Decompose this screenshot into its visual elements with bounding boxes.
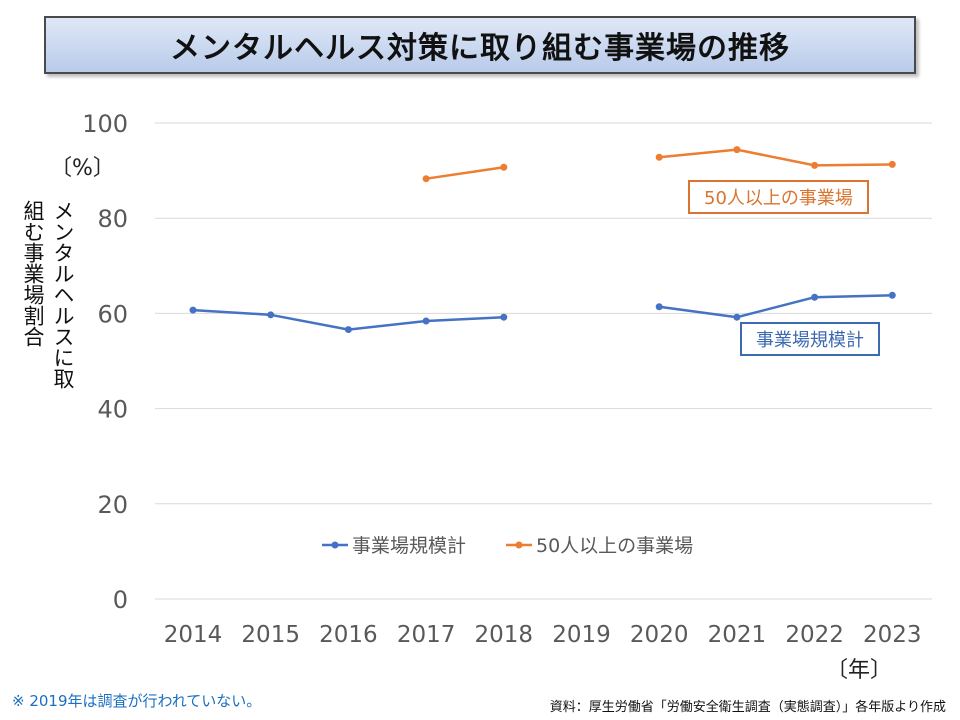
footnote: ※ 2019年は調査が行われていない。 [12,692,262,710]
data-point [422,317,430,325]
data-point [888,291,896,299]
data-point [500,163,508,171]
legend: 事業場規模計 50人以上の事業場 [322,535,693,557]
y-tick-label: 40 [97,396,128,424]
x-tick-label: 2018 [475,622,534,648]
x-tick-label: 2021 [708,622,767,648]
source-note: 資料：厚生労働省「労働安全衛生調査（実態調査）」各年版より作成 [549,700,946,715]
data-point [267,311,275,319]
y-tick-label: 20 [97,491,128,519]
data-point [655,153,663,161]
series-0 [189,291,896,334]
x-tick-label: 2019 [552,622,611,648]
series-1 [422,146,896,183]
legend-label: 事業場規模計 [352,535,466,557]
x-tick-label: 2015 [241,622,300,648]
x-tick-label: 2023 [863,622,922,648]
data-point [811,293,819,301]
data-point [888,160,896,168]
series-line-segment [659,294,893,319]
y-axis-title: メンタルヘルスに取組む事業場割合 [21,200,75,389]
legend-marker [515,541,523,549]
chart-title-banner: メンタルヘルス対策に取り組む事業場の推移 [44,16,916,74]
data-point [422,175,430,183]
legend-marker [331,541,339,549]
data-point [811,161,819,169]
y-tick-label: 100 [82,110,128,138]
series-line-segment [425,166,504,180]
data-point [655,303,663,311]
chart-title: メンタルヘルス対策に取り組む事業場の推移 [170,31,790,66]
x-tick-labels: 2014 2015 2016 2017 2018 2019 2020 2021 2022 2023 [164,622,922,648]
y-tick-labels: 0 20 40 60 80 100 [82,110,128,614]
callout-all: 事業場規模計 [740,322,880,356]
data-point [733,146,741,154]
x-tick-label: 2016 [319,622,378,648]
gridlines [155,122,932,600]
data-point [344,326,352,334]
x-tick-label: 2020 [630,622,689,648]
data-point [733,313,741,321]
series-line-segment [659,148,893,167]
x-tick-label: 2022 [785,622,844,648]
y-axis-unit: 〔%〕 [50,156,115,181]
x-tick-label: 2017 [397,622,456,648]
x-axis-unit: 〔年〕 [826,658,893,683]
legend-label: 50人以上の事業場 [536,535,693,557]
data-point [189,306,197,314]
series-lines [189,146,896,334]
x-tick-label: 2014 [164,622,223,648]
y-tick-label: 60 [97,300,128,328]
callout-50plus: 50人以上の事業場 [688,180,869,214]
y-tick-label: 0 [113,586,128,614]
data-point [500,313,508,321]
y-tick-label: 80 [97,205,128,233]
